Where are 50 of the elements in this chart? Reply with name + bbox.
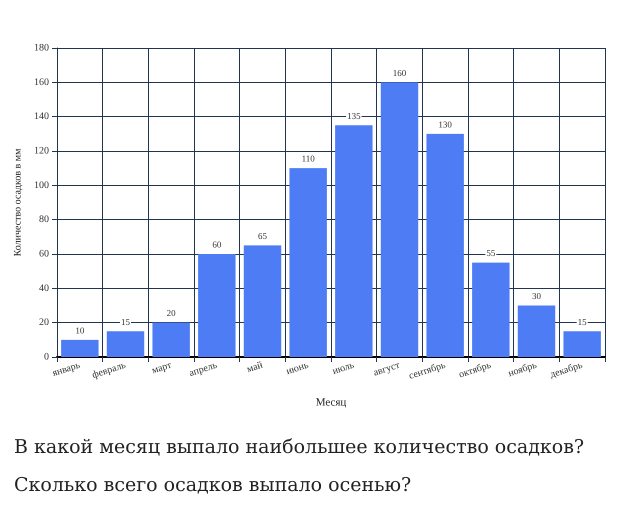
bar	[472, 262, 510, 357]
x-tick-label: май	[246, 360, 265, 376]
text: В какой месяц выпало наибольшее количество осадков?	[14, 436, 584, 458]
bar	[61, 340, 99, 357]
bar	[152, 322, 190, 357]
y-tick-label: 120	[34, 146, 49, 156]
y-axis-title: Количество осадков в мм	[12, 148, 24, 256]
x-tick-label: август	[372, 360, 402, 379]
x-tick-label: июнь	[284, 360, 310, 378]
data-label: 10	[75, 325, 85, 336]
x-tick-label: апрель	[188, 360, 219, 380]
x-tick-label: декабрь	[548, 360, 584, 381]
data-label: 15	[578, 316, 588, 327]
y-tick-label: 180	[34, 42, 49, 54]
y-tick-label: 100	[34, 180, 49, 191]
bar	[380, 82, 418, 357]
y-tick-label: 0	[44, 352, 49, 362]
data-label: 15	[121, 316, 130, 327]
y-tick-label: 160	[34, 76, 49, 88]
data-label: 65	[258, 230, 268, 241]
x-tick-label: июль	[331, 360, 356, 378]
bar	[289, 168, 327, 357]
y-tick-label: 140	[34, 111, 49, 122]
y-tick-label: 80	[39, 214, 49, 226]
y-tick-label: 40	[39, 282, 49, 294]
data-label: 30	[532, 291, 542, 301]
bar	[244, 245, 282, 357]
data-label: 110	[302, 154, 316, 164]
data-label: 60	[212, 240, 222, 250]
data-label: 130	[438, 119, 452, 130]
data-label: 55	[486, 248, 496, 258]
y-tick-label: 20	[39, 317, 49, 328]
bar	[563, 331, 601, 357]
text: Сколько всего осадков выпало осенью?	[14, 474, 412, 496]
bar	[198, 254, 236, 357]
data-label: 135	[347, 110, 362, 121]
x-tick-label: март	[150, 360, 174, 376]
bar	[335, 125, 373, 357]
bar	[426, 134, 464, 357]
y-tick-label: 60	[39, 248, 49, 260]
x-tick-label: октябрь	[458, 360, 493, 380]
x-axis-title: Месяц	[316, 396, 346, 408]
bar	[518, 306, 556, 357]
data-label: 20	[166, 308, 176, 318]
x-tick-label: январь	[51, 360, 82, 380]
bar	[106, 331, 144, 357]
x-tick-label: сентябрь	[408, 360, 448, 382]
x-tick-label: февраль	[90, 360, 128, 381]
data-label: 160	[392, 68, 407, 78]
x-tick-label: ноябрь	[506, 360, 539, 380]
